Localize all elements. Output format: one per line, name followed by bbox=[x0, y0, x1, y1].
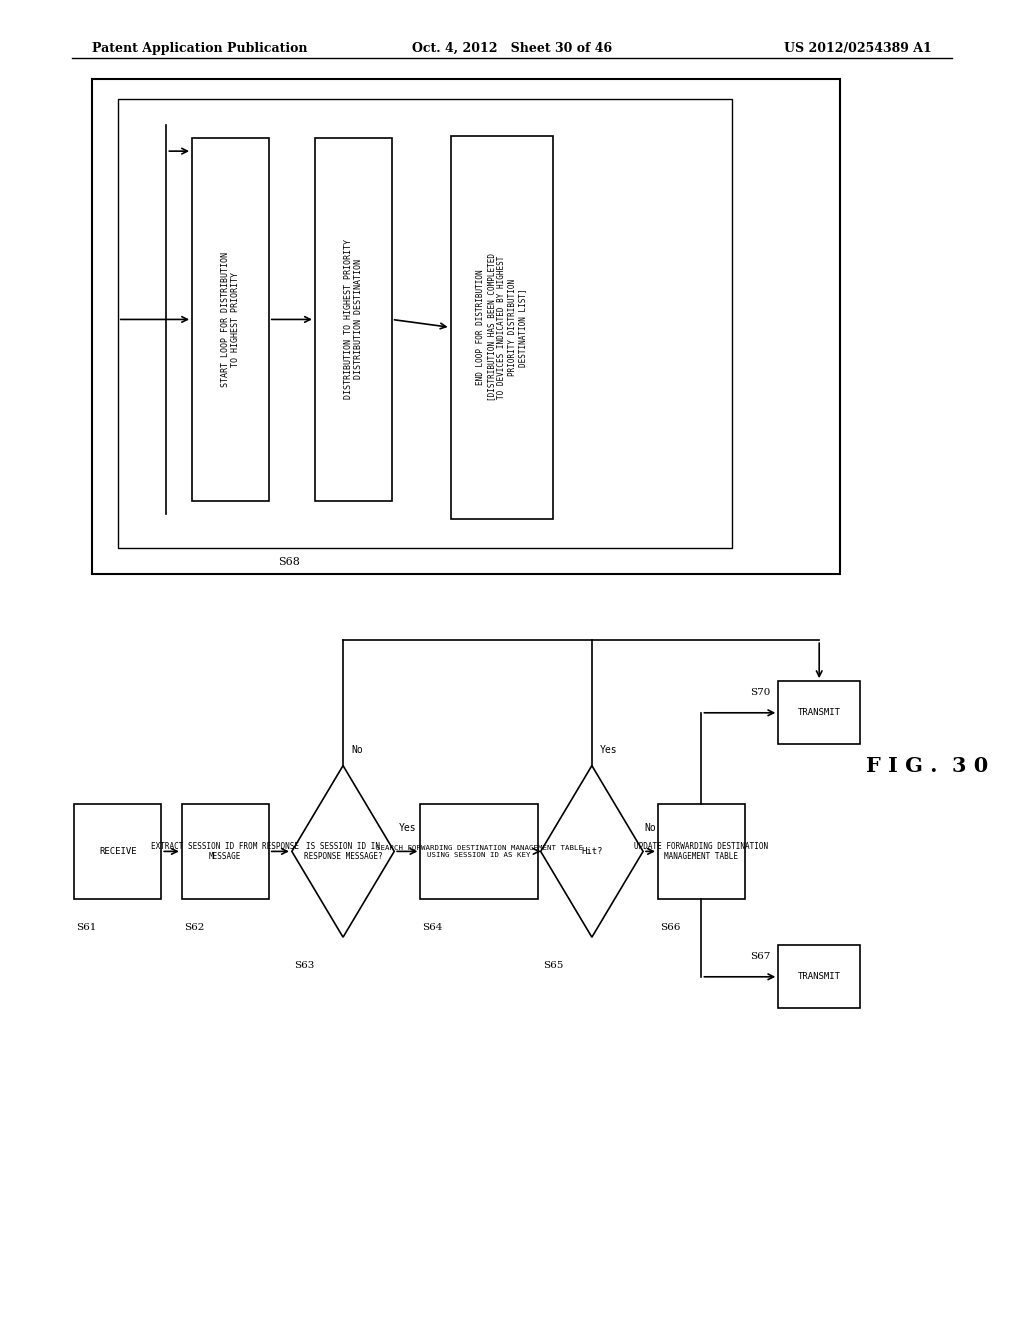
FancyBboxPatch shape bbox=[421, 804, 539, 899]
FancyBboxPatch shape bbox=[315, 137, 391, 500]
Text: S66: S66 bbox=[660, 923, 680, 932]
Text: Patent Application Publication: Patent Application Publication bbox=[92, 42, 307, 55]
FancyBboxPatch shape bbox=[118, 99, 732, 548]
Polygon shape bbox=[541, 766, 643, 937]
FancyBboxPatch shape bbox=[778, 681, 860, 744]
Text: TRANSMIT: TRANSMIT bbox=[798, 709, 841, 717]
Text: Hit?: Hit? bbox=[582, 847, 602, 855]
Text: S68: S68 bbox=[279, 557, 300, 568]
Text: IS SESSION ID IN
RESPONSE MESSAGE?: IS SESSION ID IN RESPONSE MESSAGE? bbox=[304, 842, 382, 861]
Text: Yes: Yes bbox=[398, 822, 416, 833]
Text: TRANSMIT: TRANSMIT bbox=[798, 973, 841, 981]
Text: S62: S62 bbox=[184, 923, 204, 932]
Text: S70: S70 bbox=[750, 688, 770, 697]
Text: Yes: Yes bbox=[600, 744, 617, 755]
Text: S63: S63 bbox=[294, 961, 314, 970]
FancyBboxPatch shape bbox=[193, 137, 268, 500]
Text: No: No bbox=[351, 744, 362, 755]
Text: RECEIVE: RECEIVE bbox=[99, 847, 136, 855]
Text: UPDATE FORWARDING DESTINATION
MANAGEMENT TABLE: UPDATE FORWARDING DESTINATION MANAGEMENT… bbox=[635, 842, 768, 861]
FancyBboxPatch shape bbox=[92, 79, 840, 574]
Text: S65: S65 bbox=[543, 961, 563, 970]
Text: F I G .  3 0: F I G . 3 0 bbox=[865, 755, 988, 776]
Text: S61: S61 bbox=[77, 923, 96, 932]
FancyBboxPatch shape bbox=[451, 136, 553, 519]
Text: END LOOP FOR DISTRIBUTION
[DISTRIBUTION HAS BEEN COMPLETED
TO DEVICES INDICATED : END LOOP FOR DISTRIBUTION [DISTRIBUTION … bbox=[476, 253, 527, 401]
Text: Oct. 4, 2012   Sheet 30 of 46: Oct. 4, 2012 Sheet 30 of 46 bbox=[412, 42, 612, 55]
Text: S64: S64 bbox=[423, 923, 442, 932]
Text: DISTRIBUTION TO HIGHEST PRIORITY
DISTRIBUTION DESTINATION: DISTRIBUTION TO HIGHEST PRIORITY DISTRIB… bbox=[344, 239, 362, 400]
FancyBboxPatch shape bbox=[182, 804, 268, 899]
Text: No: No bbox=[645, 822, 656, 833]
FancyBboxPatch shape bbox=[778, 945, 860, 1008]
Text: S67: S67 bbox=[750, 952, 770, 961]
Text: US 2012/0254389 A1: US 2012/0254389 A1 bbox=[784, 42, 932, 55]
Polygon shape bbox=[292, 766, 394, 937]
FancyBboxPatch shape bbox=[75, 804, 162, 899]
FancyBboxPatch shape bbox=[658, 804, 745, 899]
Text: EXTRACT SESSION ID FROM RESPONSE
MESSAGE: EXTRACT SESSION ID FROM RESPONSE MESSAGE bbox=[152, 842, 299, 861]
Text: SEARCH FORWARDING DESTINATION MANAGEMENT TABLE
USING SESSION ID AS KEY: SEARCH FORWARDING DESTINATION MANAGEMENT… bbox=[376, 845, 583, 858]
Text: START LOOP FOR DISTRIBUTION
TO HIGHEST PRIORITY: START LOOP FOR DISTRIBUTION TO HIGHEST P… bbox=[221, 252, 240, 387]
